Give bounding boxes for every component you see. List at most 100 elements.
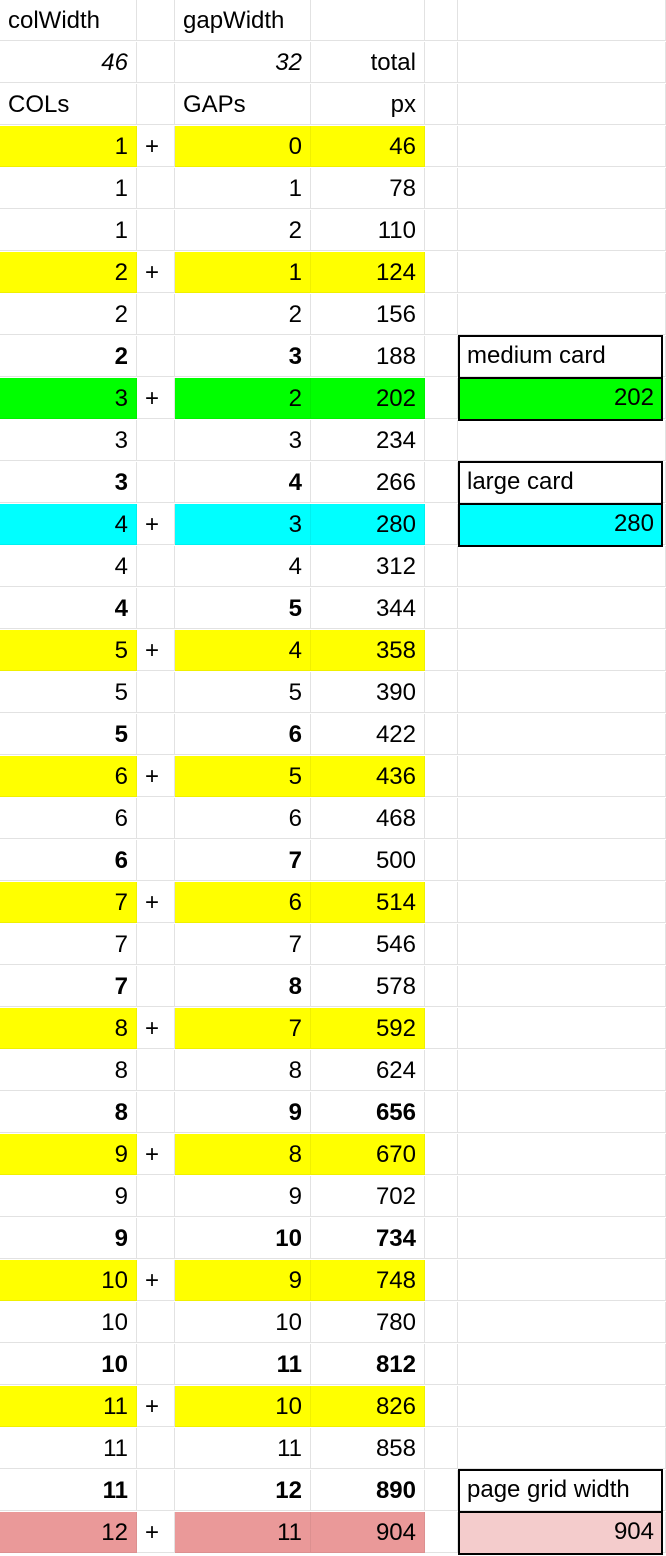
plus-cell[interactable]	[137, 1470, 175, 1511]
gaps-cell[interactable]: 12	[175, 1470, 311, 1511]
empty-cell[interactable]	[458, 420, 666, 461]
cols-cell[interactable]: 3	[0, 462, 137, 503]
plus-cell[interactable]: +	[137, 378, 175, 419]
empty-cell[interactable]	[458, 252, 666, 293]
gaps-cell[interactable]: 11	[175, 1344, 311, 1385]
empty-cell[interactable]	[458, 1260, 666, 1301]
empty-cell[interactable]	[425, 126, 458, 167]
total-cell[interactable]: 280	[311, 504, 425, 545]
gaps-cell[interactable]: 7	[175, 1008, 311, 1049]
total-cell[interactable]: 656	[311, 1092, 425, 1133]
empty-cell[interactable]	[458, 756, 666, 797]
total-cell[interactable]: 344	[311, 588, 425, 629]
gaps-cell[interactable]: 4	[175, 546, 311, 587]
cols-label-cell[interactable]: COLs	[0, 84, 137, 125]
empty-cell[interactable]	[425, 420, 458, 461]
plus-cell[interactable]	[137, 168, 175, 209]
total-cell[interactable]: 624	[311, 1050, 425, 1091]
total-cell[interactable]: 858	[311, 1428, 425, 1469]
empty-cell[interactable]	[458, 672, 666, 713]
total-cell[interactable]: 358	[311, 630, 425, 671]
gaps-label-cell[interactable]: GAPs	[175, 84, 311, 125]
cols-cell[interactable]: 10	[0, 1302, 137, 1343]
plus-cell[interactable]	[137, 462, 175, 503]
cols-cell[interactable]: 3	[0, 378, 137, 419]
empty-cell[interactable]	[425, 294, 458, 335]
total-cell[interactable]: 156	[311, 294, 425, 335]
cols-cell[interactable]: 9	[0, 1218, 137, 1259]
empty-cell[interactable]	[425, 798, 458, 839]
empty-cell[interactable]	[311, 0, 425, 41]
plus-cell[interactable]	[137, 840, 175, 881]
plus-cell[interactable]	[137, 294, 175, 335]
empty-cell[interactable]	[425, 42, 458, 83]
cols-cell[interactable]: 7	[0, 882, 137, 923]
empty-cell[interactable]	[458, 1176, 666, 1217]
empty-cell[interactable]	[137, 42, 175, 83]
plus-cell[interactable]	[137, 1176, 175, 1217]
empty-cell[interactable]	[425, 0, 458, 41]
gaps-cell[interactable]: 8	[175, 1050, 311, 1091]
cols-cell[interactable]: 6	[0, 756, 137, 797]
box-label-cell[interactable]: medium card	[458, 335, 663, 379]
empty-cell[interactable]	[425, 1470, 458, 1511]
cols-cell[interactable]: 11	[0, 1386, 137, 1427]
cols-cell[interactable]: 7	[0, 924, 137, 965]
total-cell[interactable]: 670	[311, 1134, 425, 1175]
empty-cell[interactable]	[425, 1050, 458, 1091]
plus-cell[interactable]: +	[137, 1512, 175, 1553]
empty-cell[interactable]	[425, 1386, 458, 1427]
gaps-cell[interactable]: 5	[175, 588, 311, 629]
cols-cell[interactable]: 6	[0, 840, 137, 881]
cols-cell[interactable]: 5	[0, 672, 137, 713]
plus-cell[interactable]	[137, 924, 175, 965]
total-cell[interactable]: 780	[311, 1302, 425, 1343]
total-cell[interactable]: 578	[311, 966, 425, 1007]
empty-cell[interactable]	[458, 546, 666, 587]
plus-cell[interactable]: +	[137, 882, 175, 923]
cols-cell[interactable]: 8	[0, 1050, 137, 1091]
gap-width-label-cell[interactable]: gapWidth	[175, 0, 311, 41]
px-label-cell[interactable]: px	[311, 84, 425, 125]
empty-cell[interactable]	[425, 1092, 458, 1133]
cols-cell[interactable]: 11	[0, 1428, 137, 1469]
gaps-cell[interactable]: 11	[175, 1512, 311, 1553]
empty-cell[interactable]	[458, 0, 666, 41]
cols-cell[interactable]: 10	[0, 1344, 137, 1385]
empty-cell[interactable]	[458, 588, 666, 629]
box-label-cell[interactable]: large card	[458, 461, 663, 505]
plus-cell[interactable]	[137, 1302, 175, 1343]
gaps-cell[interactable]: 9	[175, 1092, 311, 1133]
total-cell[interactable]: 124	[311, 252, 425, 293]
gaps-cell[interactable]: 2	[175, 378, 311, 419]
total-cell[interactable]: 234	[311, 420, 425, 461]
empty-cell[interactable]	[425, 504, 458, 545]
cols-cell[interactable]: 11	[0, 1470, 137, 1511]
plus-cell[interactable]: +	[137, 630, 175, 671]
gaps-cell[interactable]: 9	[175, 1176, 311, 1217]
empty-cell[interactable]	[458, 966, 666, 1007]
col-width-label-cell[interactable]: colWidth	[0, 0, 137, 41]
cols-cell[interactable]: 9	[0, 1176, 137, 1217]
empty-cell[interactable]	[425, 546, 458, 587]
empty-cell[interactable]	[458, 798, 666, 839]
empty-cell[interactable]	[425, 462, 458, 503]
gaps-cell[interactable]: 7	[175, 840, 311, 881]
empty-cell[interactable]	[425, 210, 458, 251]
total-cell[interactable]: 702	[311, 1176, 425, 1217]
cols-cell[interactable]: 1	[0, 126, 137, 167]
plus-cell[interactable]: +	[137, 252, 175, 293]
empty-cell[interactable]	[425, 336, 458, 377]
empty-cell[interactable]	[425, 378, 458, 419]
gaps-cell[interactable]: 10	[175, 1218, 311, 1259]
empty-cell[interactable]	[425, 1512, 458, 1553]
cols-cell[interactable]: 7	[0, 966, 137, 1007]
cols-cell[interactable]: 3	[0, 420, 137, 461]
plus-cell[interactable]	[137, 1218, 175, 1259]
cols-cell[interactable]: 5	[0, 630, 137, 671]
plus-cell[interactable]: +	[137, 504, 175, 545]
empty-cell[interactable]	[425, 966, 458, 1007]
gaps-cell[interactable]: 7	[175, 924, 311, 965]
empty-cell[interactable]	[137, 84, 175, 125]
gaps-cell[interactable]: 0	[175, 126, 311, 167]
